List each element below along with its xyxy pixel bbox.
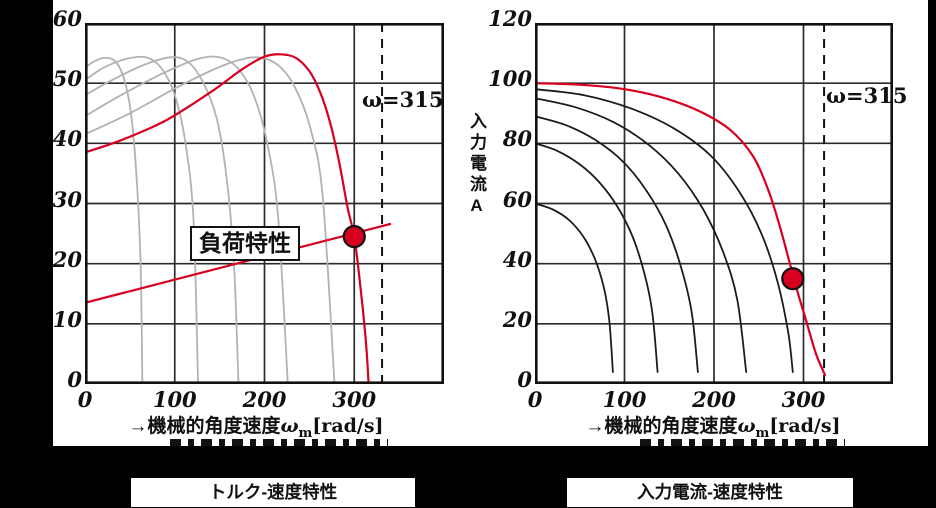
torque-curve-f4 [85,55,289,384]
load-line [85,222,392,304]
torque-chart-caption: トルク-速度特性 [131,478,415,507]
current-speed-chart [535,23,893,384]
y-tick-label: 40 [52,126,82,152]
y-tick-label: 20 [502,306,532,332]
y-tick-label: 60 [502,186,532,212]
torque-curve-omega315 [85,53,370,384]
omega-315-label: ω=315 [826,83,908,108]
torque-curve-f5 [85,56,336,384]
torque-speed-chart [85,23,444,384]
y-tick-label: 80 [502,126,532,152]
plot-border [535,23,893,384]
current-curve-f3 [535,115,699,373]
x-tick-label: 100 [152,387,197,412]
current-curve-omega315 [535,82,827,377]
y-tick-label: 30 [52,186,82,212]
x-tick-label: 200 [242,387,287,412]
clipped-text-fragment [640,439,845,446]
y-tick-label: 40 [502,246,532,272]
x-tick-label: 0 [527,387,543,412]
plot-border [85,23,444,384]
operating-point-marker [781,267,805,291]
y-tick-label: 10 [52,306,82,332]
x-tick-label: 200 [692,387,736,412]
y-tick-label: 60 [52,6,82,31]
x-axis-label: →機械的角度速度ωm[rad/s] [585,415,841,441]
x-tick-label: 300 [781,387,826,412]
x-tick-label: 100 [602,387,647,412]
y-tick-label: 0 [517,367,532,392]
y-tick-label: 20 [52,246,82,272]
x-axis-label: →機械的角度速度ωm[rad/s] [128,415,384,441]
y-axis-label-input-current: 入力電流A [467,112,486,219]
y-tick-label: 120 [488,6,532,31]
current-curve-f4 [535,97,748,373]
frame-right [928,0,936,508]
x-tick-label: 300 [332,387,377,412]
torque-curve-f3 [85,56,240,384]
load-characteristic-label: 負荷特性 [190,226,300,261]
current-chart-caption: 入力電流-速度特性 [567,478,853,507]
torque-curve-f1 [85,56,144,384]
current-curve-f5 [535,88,794,373]
y-tick-label: 100 [488,66,532,92]
y-tick-label: 50 [52,66,82,92]
operating-point-marker [342,224,366,249]
y-tick-label: 0 [67,367,82,392]
omega-315-label: ω=315 [362,87,444,112]
x-tick-label: 0 [77,387,93,412]
current-curve-f1 [535,202,614,373]
frame-left [0,0,53,455]
clipped-text-fragment [170,439,388,446]
current-curve-f2 [535,142,659,373]
